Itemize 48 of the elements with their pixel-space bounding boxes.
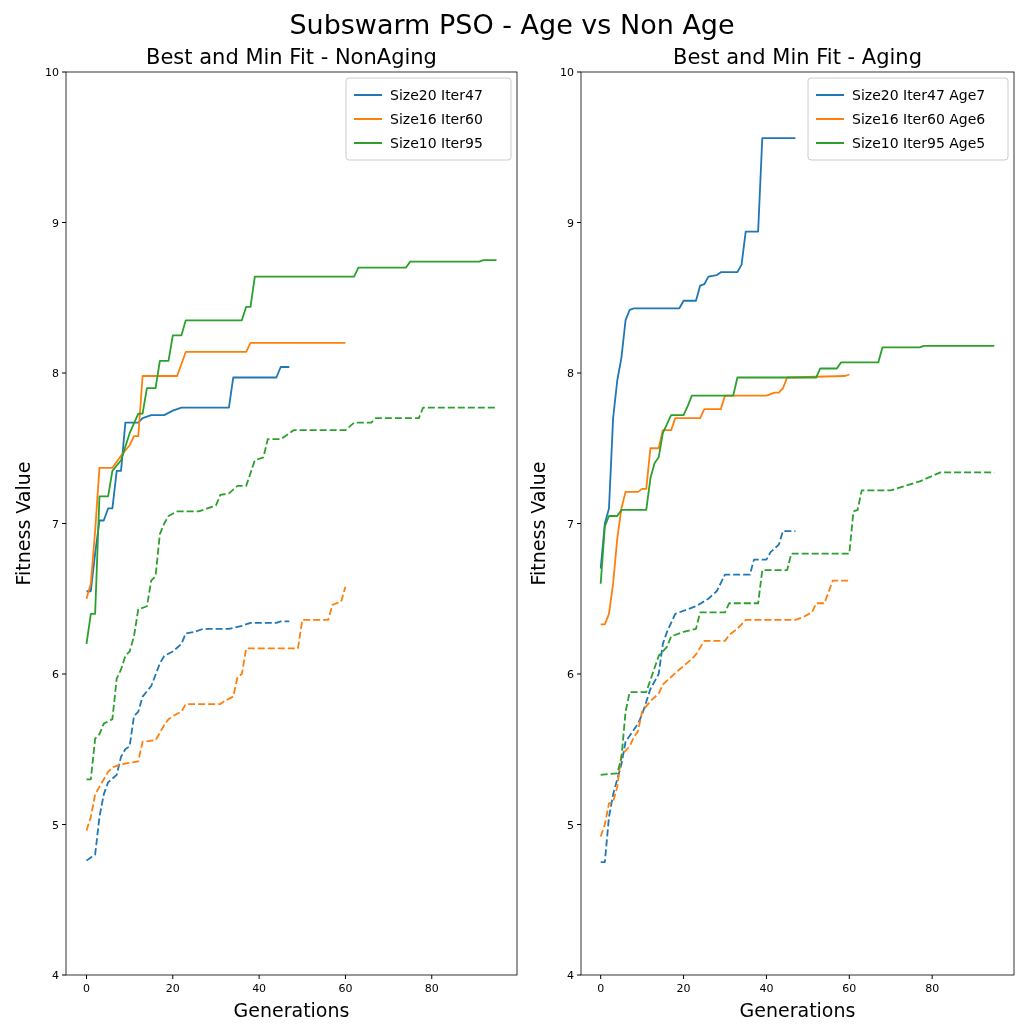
x-tick-label: 20 [676, 982, 691, 995]
x-tick-label: 40 [759, 982, 774, 995]
line-series [599, 373, 851, 626]
x-tick-label: 60 [338, 982, 353, 995]
line-series [85, 585, 347, 832]
legend-label: Size20 Iter47 Age7 [852, 87, 986, 103]
chart-title: Best and Min Fit - Aging [672, 45, 923, 69]
x-axis-title: Generations [739, 999, 856, 1021]
x-tick-label: 80 [424, 982, 439, 995]
x-tick-label: 40 [252, 982, 267, 995]
x-tick-label: 60 [842, 982, 857, 995]
y-tick-label: 10 [560, 66, 574, 79]
y-tick-label: 6 [52, 668, 59, 681]
line-series [599, 137, 797, 570]
y-tick-label: 5 [567, 818, 574, 832]
legend-label: Size10 Iter95 Age5 [852, 135, 986, 151]
y-tick-label: 10 [45, 66, 59, 79]
legend-label: Size16 Iter60 Age6 [852, 111, 986, 127]
legend-label: Size16 Iter60 [390, 111, 483, 127]
y-tick-label: 9 [567, 216, 574, 230]
y-tick-label: 5 [52, 818, 59, 832]
y-axis-title: Fitness Value [527, 461, 549, 586]
y-axis-title: Fitness Value [12, 461, 34, 586]
y-tick-label: 8 [52, 367, 59, 380]
y-tick-label: 4 [52, 969, 59, 982]
x-tick-label: 80 [925, 982, 940, 995]
line-series [599, 345, 996, 585]
line-series [85, 342, 347, 600]
line-series [85, 259, 498, 645]
y-tick-label: 8 [567, 367, 574, 380]
y-tick-label: 7 [567, 517, 574, 531]
line-series [85, 366, 291, 593]
legend-label: Size20 Iter47 [390, 87, 483, 103]
chart-title: Best and Min Fit - NonAging [146, 45, 437, 69]
text: Subswarm PSO - Age vs Non Age [289, 9, 735, 40]
y-tick-label: 9 [52, 216, 59, 230]
line-series [85, 620, 291, 862]
line-series [599, 579, 851, 838]
y-tick-label: 7 [52, 517, 59, 531]
x-tick-label: 0 [597, 982, 605, 995]
y-tick-label: 6 [567, 668, 574, 681]
x-axis-title: Generations [233, 999, 350, 1021]
line-series [599, 530, 797, 864]
x-tick-label: 20 [165, 982, 180, 995]
x-tick-label: 0 [83, 982, 90, 995]
line-series [85, 406, 498, 781]
y-tick-label: 4 [567, 969, 574, 982]
legend-label: Size10 Iter95 [390, 135, 483, 151]
